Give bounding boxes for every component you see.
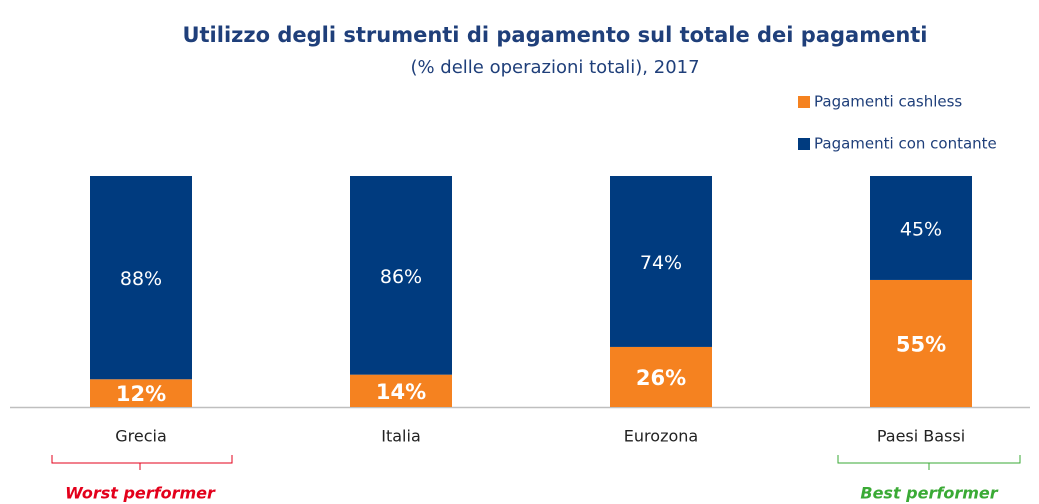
legend-swatch <box>798 138 810 150</box>
x-tick-label: Eurozona <box>624 427 698 446</box>
data-label: 45% <box>900 218 942 240</box>
annotation: Worst performer <box>65 484 216 503</box>
data-label: 26% <box>636 366 686 390</box>
data-label: 14% <box>376 380 426 404</box>
bar-segment <box>90 176 192 380</box>
x-tick-label: Grecia <box>115 427 167 446</box>
bar-segment <box>350 374 452 407</box>
data-label: 12% <box>116 382 166 406</box>
brace <box>51 455 233 470</box>
data-label: 74% <box>640 252 682 274</box>
x-tick-label: Paesi Bassi <box>877 427 965 446</box>
bar-segment <box>870 176 972 280</box>
brace <box>837 455 1021 470</box>
x-tick-label: Italia <box>381 427 421 446</box>
data-label: 88% <box>120 268 162 290</box>
data-label: 55% <box>896 332 946 356</box>
data-label: 86% <box>380 266 422 288</box>
annotation: Best performer <box>860 484 998 503</box>
bar-segment <box>610 176 712 347</box>
bar-segment <box>90 379 192 407</box>
legend-label: Pagamenti cashless <box>814 93 962 111</box>
legend-label: Pagamenti con contante <box>814 135 997 153</box>
bar-segment <box>350 176 452 375</box>
bar-segment <box>610 346 712 407</box>
chart-subtitle: (% delle operazioni totali), 2017 <box>410 57 699 78</box>
chart-title: Utilizzo degli strumenti di pagamento su… <box>182 23 927 47</box>
legend-swatch <box>798 96 810 108</box>
bar-segment <box>870 279 972 407</box>
